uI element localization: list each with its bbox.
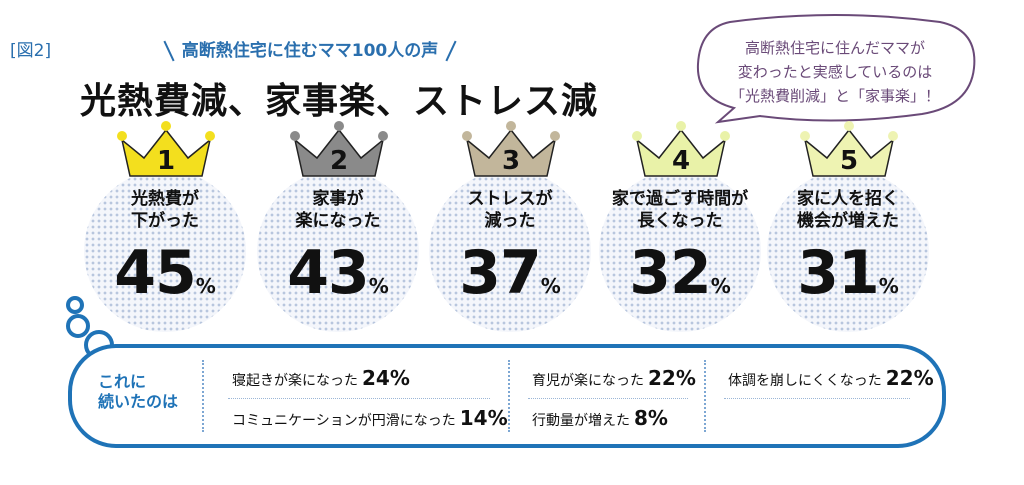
rank-label-line-1: 家事が [312, 189, 364, 209]
others-item-value: 14% [459, 406, 508, 430]
percent-unit: % [195, 274, 216, 298]
rank-percent-value: 32 [629, 238, 711, 308]
rank-value: 31% [765, 238, 931, 308]
rank-label-line-1: 家に人を招く [797, 189, 899, 209]
rank-number: 2 [329, 146, 349, 176]
rank-label: ストレスが 減った [427, 188, 593, 232]
rank-number: 3 [501, 146, 521, 176]
rank-number: 5 [839, 146, 859, 176]
rank-percent-value: 43 [287, 238, 369, 308]
rank-label: 家事が 楽になった [255, 188, 421, 232]
rank-value: 45% [82, 238, 248, 308]
dotted-circle [84, 170, 246, 332]
rank-label-line-2: 機会が増えた [797, 211, 899, 231]
callout-line-3: 「光熱費削減」と「家事楽」！ [729, 87, 940, 105]
slash-right-decoration [445, 40, 457, 62]
crown-icon [632, 121, 730, 177]
rank-label: 家に人を招く 機会が増えた [765, 188, 931, 232]
rank-item-2: 2 家事が 楽になった 43% [255, 118, 420, 333]
crown-icon [117, 121, 215, 177]
others-item-label: 体調を崩しにくくなった [728, 373, 882, 389]
speech-bubble-text: 高断熱住宅に住んだママが 変わったと実感しているのは 「光熱費削減」と「家事楽」… [690, 36, 980, 108]
others-item-3: 育児が楽になった 22% [532, 366, 696, 390]
crown-icon [800, 121, 898, 177]
speech-bubble-shape [696, 14, 976, 124]
dotted-circle [257, 170, 419, 332]
others-panel: これに 続いたのは 寝起きが楽になった 24% コミュニケーションが円滑になった 1… [68, 344, 946, 448]
column-divider [202, 360, 205, 432]
percent-unit: % [540, 274, 561, 298]
others-item-value: 24% [362, 366, 410, 390]
slash-left-decoration [163, 40, 175, 62]
others-item-label: 寝起きが楽になった [232, 373, 358, 389]
speech-bubble: 高断熱住宅に住んだママが 変わったと実感しているのは 「光熱費削減」と「家事楽」… [690, 14, 980, 126]
rank-value: 37% [427, 238, 593, 308]
rank-item-5: 5 家に人を招く 機会が増えた 31% [765, 118, 930, 333]
others-item-2: コミュニケーションが円滑になった 14% [232, 406, 508, 430]
percent-unit: % [878, 274, 899, 298]
others-item-5: 体調を崩しにくくなった 22% [728, 366, 934, 390]
dotted-circle [767, 170, 929, 332]
others-item-1: 寝起きが楽になった 24% [232, 366, 410, 390]
rank-percent-value: 31 [797, 238, 879, 308]
rank-number: 4 [671, 146, 691, 176]
dotted-circle [599, 170, 761, 332]
rank-value: 43% [255, 238, 421, 308]
others-heading: これに 続いたのは [98, 372, 178, 412]
others-heading-line-1: これに [98, 372, 147, 391]
rank-number: 1 [156, 146, 176, 176]
rank-percent-value: 37 [459, 238, 541, 308]
rank-percent-value: 45 [114, 238, 196, 308]
rank-item-1: 1 光熱費が 下がった 45% [82, 118, 247, 333]
rank-item-3: 3 ストレスが 減った 37% [427, 118, 592, 333]
others-item-value: 8% [634, 406, 668, 430]
others-item-label: コミュニケーションが円滑になった [232, 413, 456, 429]
others-item-label: 行動量が増えた [532, 413, 630, 429]
page-title: 光熱費減、家事楽、ストレス減 [80, 81, 599, 122]
column-divider [508, 360, 511, 432]
others-item-label: 育児が楽になった [532, 373, 644, 389]
bubble-decoration-medium [66, 314, 90, 338]
rank-label-line-2: 長くなった [637, 211, 723, 231]
rank-label: 家で過ごす時間が 長くなった [597, 188, 763, 232]
dotted-circle [429, 170, 591, 332]
callout-line-1: 高断熱住宅に住んだママが [744, 39, 925, 57]
rank-label-line-1: 家で過ごす時間が [611, 189, 749, 209]
others-item-4: 行動量が増えた 8% [532, 406, 668, 430]
figure-label: [図2] [10, 41, 52, 61]
row-divider [724, 398, 910, 399]
rank-item-4: 4 家で過ごす時間が 長くなった 32% [597, 118, 762, 333]
rank-label-line-2: 減った [484, 211, 536, 231]
row-divider [528, 398, 688, 399]
callout-line-2: 変わったと実感しているのは [737, 63, 933, 81]
row-divider [228, 398, 490, 399]
others-item-value: 22% [648, 366, 696, 390]
others-item-value: 22% [885, 366, 934, 390]
crown-icon [462, 121, 560, 177]
crown-icon [290, 121, 388, 177]
subtitle: 高断熱住宅に住むママ100人の声 [140, 36, 480, 64]
rank-value: 32% [597, 238, 763, 308]
subtitle-text: 高断熱住宅に住むママ100人の声 [181, 41, 439, 61]
bubble-decoration-small [66, 296, 84, 314]
rank-label-line-2: 楽になった [295, 211, 381, 231]
percent-unit: % [368, 274, 389, 298]
percent-unit: % [710, 274, 731, 298]
rank-label-line-1: 光熱費が [131, 189, 199, 209]
rank-label-line-1: ストレスが [467, 189, 553, 209]
rank-label: 光熱費が 下がった [82, 188, 248, 232]
others-heading-line-2: 続いたのは [98, 392, 179, 411]
rank-label-line-2: 下がった [131, 211, 199, 231]
column-divider [704, 360, 707, 432]
